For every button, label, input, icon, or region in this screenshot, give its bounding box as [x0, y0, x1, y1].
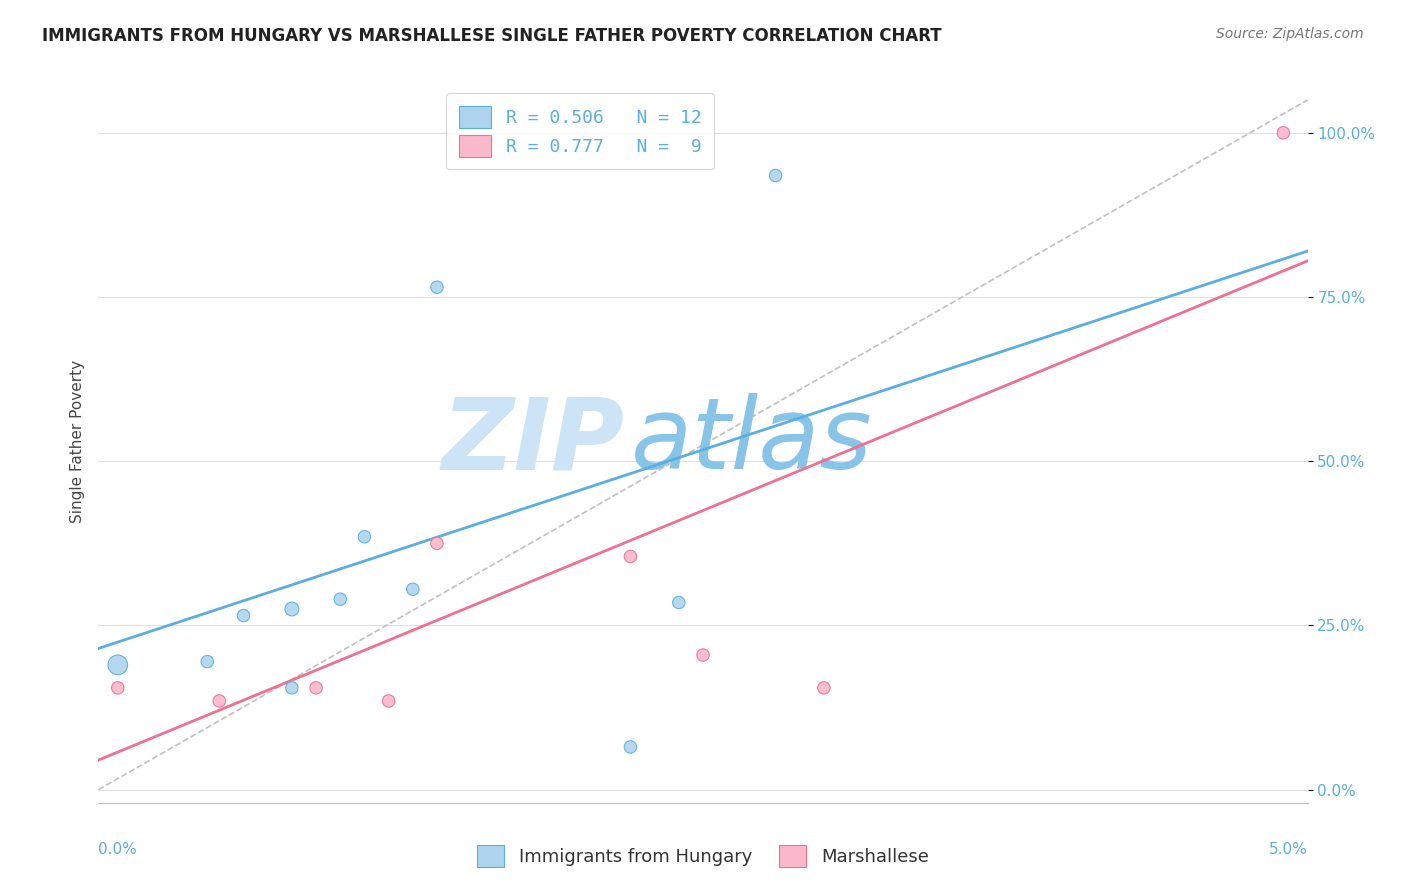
- Point: [426, 280, 449, 294]
- Point: [281, 602, 304, 616]
- Point: [329, 592, 352, 607]
- Text: 0.0%: 0.0%: [98, 842, 138, 856]
- Text: 5.0%: 5.0%: [1268, 842, 1308, 856]
- Point: [426, 536, 449, 550]
- Point: [353, 530, 375, 544]
- Point: [619, 739, 641, 754]
- Point: [195, 655, 218, 669]
- Legend: R = 0.506   N = 12, R = 0.777   N =  9: R = 0.506 N = 12, R = 0.777 N = 9: [446, 93, 714, 169]
- Y-axis label: Single Father Poverty: Single Father Poverty: [69, 360, 84, 523]
- Text: IMMIGRANTS FROM HUNGARY VS MARSHALLESE SINGLE FATHER POVERTY CORRELATION CHART: IMMIGRANTS FROM HUNGARY VS MARSHALLESE S…: [42, 27, 942, 45]
- Text: Source: ZipAtlas.com: Source: ZipAtlas.com: [1216, 27, 1364, 41]
- Point: [107, 681, 129, 695]
- Text: atlas: atlas: [630, 393, 872, 490]
- Point: [692, 648, 714, 662]
- Text: ZIP: ZIP: [441, 393, 624, 490]
- Point: [232, 608, 254, 623]
- Point: [813, 681, 835, 695]
- Point: [765, 169, 787, 183]
- Point: [1272, 126, 1295, 140]
- Point: [619, 549, 641, 564]
- Point: [305, 681, 328, 695]
- Point: [668, 595, 690, 609]
- Point: [281, 681, 304, 695]
- Point: [402, 582, 425, 597]
- Legend: Immigrants from Hungary, Marshallese: Immigrants from Hungary, Marshallese: [470, 838, 936, 874]
- Point: [377, 694, 399, 708]
- Point: [208, 694, 231, 708]
- Point: [107, 657, 129, 672]
